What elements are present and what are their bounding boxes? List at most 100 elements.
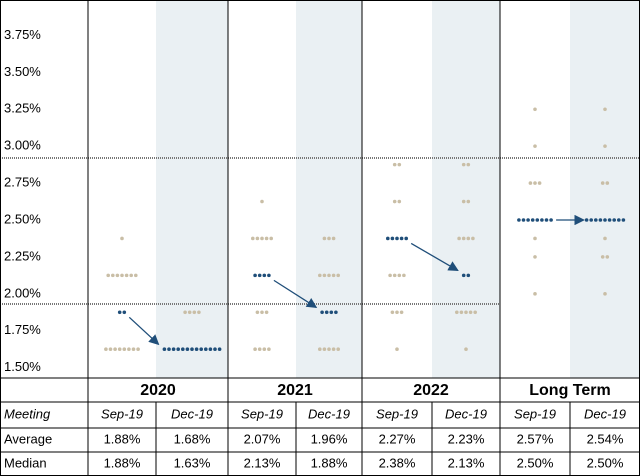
dot: [260, 310, 264, 315]
average-cell: 2.27%: [379, 431, 416, 446]
dot: [603, 236, 607, 241]
dot: [392, 162, 397, 167]
median-dot: [461, 273, 466, 278]
average-cell: 2.54%: [587, 431, 624, 446]
shade: [570, 0, 640, 378]
median-dot: [185, 347, 190, 352]
median-dot: [540, 218, 544, 222]
median-cell: 1.63%: [174, 455, 211, 470]
shade: [432, 0, 500, 378]
median-dot: [122, 310, 127, 315]
dot: [257, 347, 262, 352]
dot: [327, 347, 331, 352]
y-tick-label: 3.50%: [4, 64, 41, 79]
row-label: Meeting: [4, 406, 51, 421]
dot: [471, 236, 475, 241]
median-dot: [194, 347, 199, 352]
dot: [262, 347, 267, 352]
median-cell: 1.88%: [311, 455, 348, 470]
median-cell: 2.13%: [448, 455, 485, 470]
dot: [129, 273, 133, 278]
dot: [459, 310, 464, 315]
shade: [156, 0, 228, 378]
meeting-label: Dec-19: [445, 406, 487, 421]
dot: [461, 199, 466, 204]
median-dot: [217, 347, 222, 352]
dot: [120, 236, 124, 241]
dot: [605, 255, 610, 259]
y-tick-label: 3.75%: [4, 27, 41, 42]
median-dot: [171, 347, 176, 352]
dot: [122, 347, 127, 352]
dot: [455, 310, 459, 315]
dot: [600, 181, 605, 185]
y-tick-label: 2.00%: [4, 285, 41, 300]
dot: [464, 347, 468, 352]
dot: [388, 273, 392, 278]
median-dot: [324, 310, 329, 315]
dot: [468, 310, 473, 315]
dot: [392, 199, 397, 204]
dot: [322, 236, 327, 241]
row-label: Median: [4, 455, 47, 470]
median-dot: [386, 236, 390, 241]
median-cell: 2.38%: [379, 455, 416, 470]
dot: [603, 107, 607, 112]
dot: [106, 273, 110, 278]
dot: [322, 273, 327, 278]
median-dot: [190, 347, 194, 352]
dot: [192, 310, 197, 315]
arrow: [128, 316, 160, 346]
dot: [136, 347, 140, 352]
arrow: [410, 242, 459, 272]
dot: [251, 236, 255, 241]
dot: [322, 347, 327, 352]
dot: [260, 236, 264, 241]
median-dot: [204, 347, 208, 352]
median-dot: [589, 218, 593, 222]
dot: [466, 199, 471, 204]
median-dot: [399, 236, 404, 241]
dot: [327, 236, 331, 241]
median-cell: 2.13%: [244, 455, 281, 470]
dot: [395, 347, 399, 352]
group-label: 2021: [277, 382, 313, 399]
median-dot: [612, 218, 616, 222]
dot: [127, 347, 131, 352]
dot: [336, 347, 341, 352]
median-cell: 2.50%: [517, 455, 554, 470]
dot: [397, 273, 402, 278]
dot: [108, 347, 113, 352]
median-dot: [594, 218, 598, 222]
average-cell: 1.68%: [174, 431, 211, 446]
dot: [473, 310, 478, 315]
dot: [187, 310, 192, 315]
dot: [183, 310, 187, 315]
average-cell: 2.23%: [448, 431, 485, 446]
dot: [402, 273, 406, 278]
average-cell: 1.96%: [311, 431, 348, 446]
dot: [605, 181, 610, 185]
median-dot: [617, 218, 621, 222]
group-label: 2022: [413, 382, 449, 399]
median-dot: [607, 218, 612, 222]
dot: [461, 162, 466, 167]
dot: [267, 347, 271, 352]
average-cell: 1.88%: [104, 431, 141, 446]
dot: [131, 347, 136, 352]
dot: [603, 292, 607, 296]
dot: [120, 273, 124, 278]
dot: [533, 181, 537, 185]
dot: [533, 255, 537, 259]
dot: [260, 199, 264, 204]
dot: [331, 236, 336, 241]
median-dot: [167, 347, 171, 352]
y-tick-label: 3.00%: [4, 138, 41, 153]
median-dot: [549, 218, 553, 222]
median-dot: [404, 236, 409, 241]
median-dot: [530, 218, 535, 222]
dot: [327, 273, 331, 278]
dot: [269, 236, 274, 241]
